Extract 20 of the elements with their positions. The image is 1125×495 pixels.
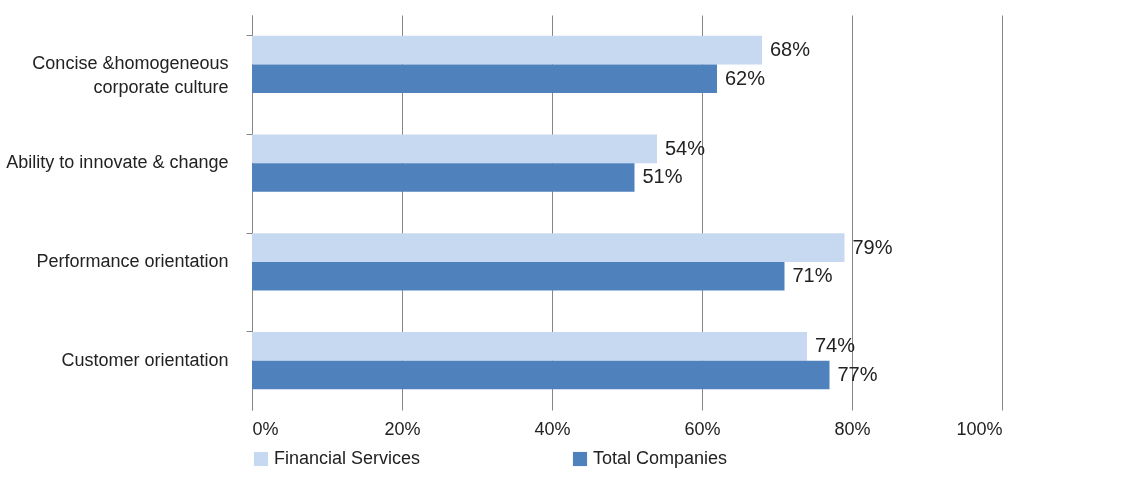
x-tick-label: 80% [834,418,871,439]
y-tick-label: Performance orientation [36,250,229,271]
x-tick-label: 100% [956,418,1003,439]
legend-label: Total Companies [593,448,728,468]
x-tick-label: 0% [252,418,279,439]
data-label: 68% [770,38,811,61]
x-tick-label: 60% [684,418,721,439]
data-label: 77% [837,362,878,385]
data-label: 79% [852,235,893,258]
legend-label: Financial Services [274,448,421,468]
y-tick-label: Customer orientation [61,349,229,370]
x-tick-label: 40% [534,418,571,439]
x-tick-label: 20% [384,418,421,439]
y-tick-label: Ability to innovate & change [6,152,229,173]
data-label: 51% [642,165,683,188]
data-label: 74% [815,334,856,357]
y-tick-label: Concise &homogeneous corporate culture [32,53,229,98]
data-label: 62% [725,66,766,89]
data-label: 71% [792,264,833,287]
data-label: 54% [665,136,706,159]
